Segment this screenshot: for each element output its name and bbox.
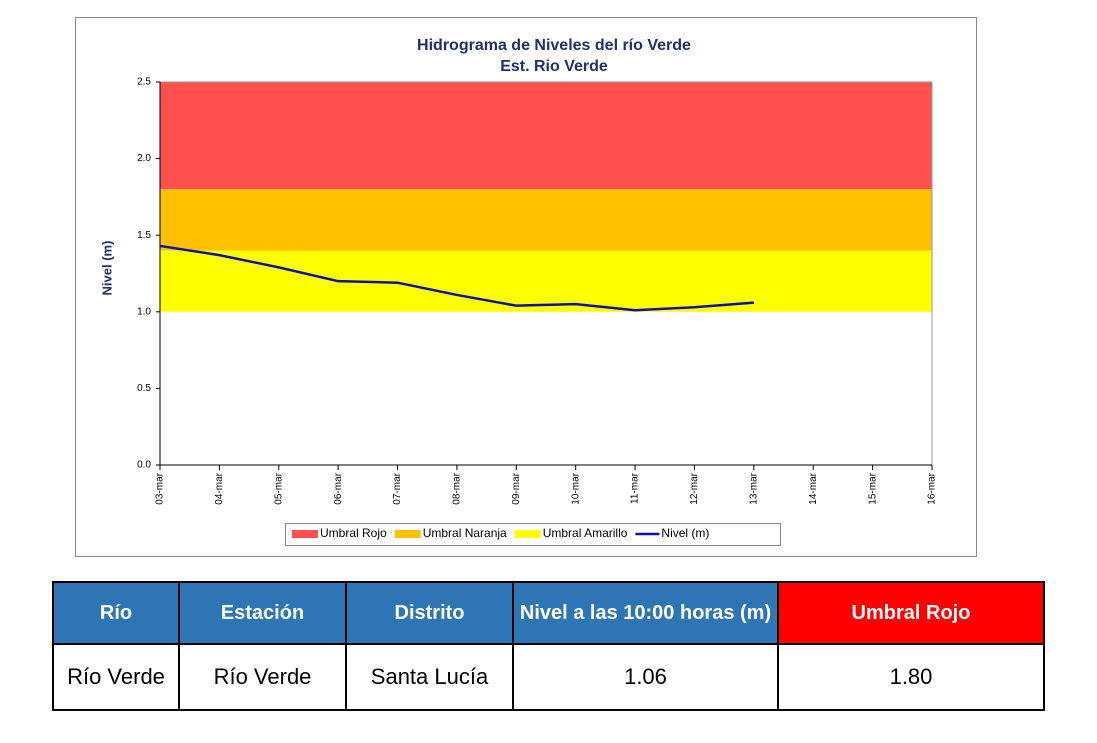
x-tick-label: 10-mar [570, 472, 581, 504]
legend-label: Nivel (m) [661, 526, 709, 540]
y-tick-label: 0.5 [137, 383, 151, 394]
x-tick-label: 06-mar [333, 472, 344, 504]
x-tick-label: 16-mar [927, 472, 938, 504]
legend-swatch [514, 530, 541, 538]
x-tick-label: 07-mar [392, 472, 403, 504]
table-header: Río [52, 581, 180, 645]
data-table: Río Estación Distrito Nivel a las 10:00 … [52, 581, 1045, 711]
chart: Hidrograma de Niveles del río Verde Est.… [75, 17, 977, 557]
x-tick-label: 11-mar [630, 472, 641, 504]
x-tick-label: 04-mar [214, 472, 225, 504]
table-cell: 1.80 [777, 643, 1045, 711]
legend-label: Umbral Amarillo [543, 526, 628, 540]
threshold-band [160, 189, 932, 251]
y-tick-label: 2.0 [137, 153, 151, 164]
table-cell: Santa Lucía [345, 643, 514, 711]
y-tick-label: 1.0 [137, 306, 151, 317]
legend-label: Umbral Rojo [320, 526, 387, 540]
chart-subtitle: Est. Rio Verde [500, 58, 608, 75]
x-tick-label: 13-mar [748, 472, 759, 504]
y-tick-label: 0.0 [137, 460, 151, 471]
x-tick-label: 08-mar [452, 472, 463, 504]
legend-label: Umbral Naranja [423, 526, 507, 540]
y-tick-label: 1.5 [137, 230, 151, 241]
x-tick-label: 12-mar [689, 472, 700, 504]
table-cell: Río Verde [178, 643, 347, 711]
chart-title: Hidrograma de Niveles del río Verde [417, 37, 691, 54]
x-tick-label: 15-mar [867, 472, 878, 504]
x-tick-label: 05-mar [273, 472, 284, 504]
legend-swatch [292, 530, 318, 538]
table-header: Umbral Rojo [777, 581, 1045, 645]
legend-swatch [394, 530, 421, 538]
table-header: Nivel a las 10:00 horas (m) [512, 581, 779, 645]
y-axis-label: Nivel (m) [99, 241, 114, 296]
table-header: Distrito [345, 581, 514, 645]
x-tick-label: 09-mar [511, 472, 522, 504]
table-cell: 1.06 [512, 643, 779, 711]
table-header: Estación [178, 581, 347, 645]
table-cell: Río Verde [52, 643, 180, 711]
x-tick-label: 14-mar [808, 472, 819, 504]
threshold-band [160, 82, 932, 190]
y-tick-label: 2.5 [137, 77, 151, 88]
data-line [159, 244, 754, 312]
x-tick-label: 03-mar [155, 472, 166, 504]
threshold-band [160, 250, 932, 312]
